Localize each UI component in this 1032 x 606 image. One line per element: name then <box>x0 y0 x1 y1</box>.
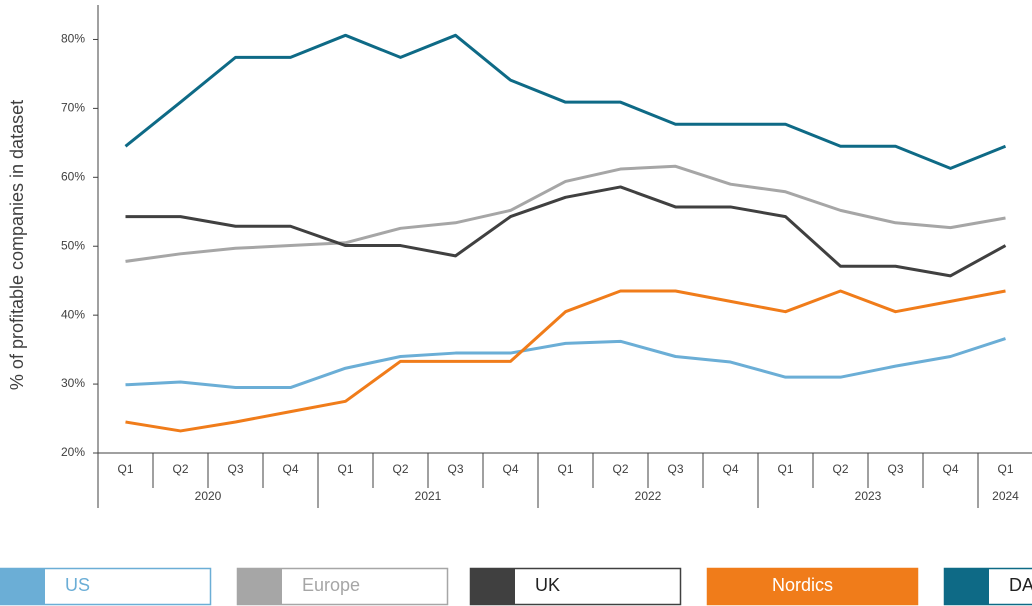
x-tick-label: Q1 <box>997 462 1013 476</box>
legend-swatch <box>944 568 989 605</box>
legend-swatch <box>470 568 515 605</box>
legend-label: DACH <box>1009 575 1032 595</box>
line-series <box>125 164 1006 263</box>
year-label: 2022 <box>635 489 662 503</box>
legend-swatch <box>0 568 45 605</box>
legend-label: US <box>65 575 90 595</box>
x-tick-label: Q3 <box>667 462 683 476</box>
legend-swatch <box>237 568 282 605</box>
year-label: 2023 <box>855 489 882 503</box>
year-label: 2020 <box>195 489 222 503</box>
legend-label: UK <box>535 575 560 595</box>
year-label: 2024 <box>992 489 1019 503</box>
x-tick-label: Q3 <box>227 462 243 476</box>
x-tick-label: Q2 <box>832 462 848 476</box>
y-tick-label: 70% <box>61 101 85 115</box>
x-tick-label: Q1 <box>337 462 353 476</box>
x-tick-label: Q4 <box>722 462 738 476</box>
x-tick-label: Q3 <box>447 462 463 476</box>
x-tick-label: Q3 <box>887 462 903 476</box>
legend-label: Europe <box>302 575 360 595</box>
y-tick-label: 80% <box>61 32 85 46</box>
x-tick-label: Q1 <box>557 462 573 476</box>
legend-label: Nordics <box>772 575 833 595</box>
legend-swatch <box>707 568 752 605</box>
year-label: 2021 <box>415 489 442 503</box>
line-series <box>125 289 1006 433</box>
y-tick-label: 60% <box>61 169 85 183</box>
x-tick-label: Q4 <box>282 462 298 476</box>
line-series <box>125 185 1007 278</box>
x-tick-label: Q1 <box>777 462 793 476</box>
x-tick-label: Q4 <box>942 462 958 476</box>
y-tick-label: 20% <box>61 445 85 459</box>
x-tick-label: Q2 <box>392 462 408 476</box>
line-series <box>125 337 1006 390</box>
x-tick-label: Q2 <box>612 462 628 476</box>
y-axis-label: % of profitable companies in dataset <box>7 100 27 390</box>
y-tick-label: 30% <box>61 376 85 390</box>
y-tick-label: 50% <box>61 238 85 252</box>
x-tick-label: Q2 <box>172 462 188 476</box>
y-tick-label: 40% <box>61 307 85 321</box>
x-tick-label: Q4 <box>502 462 518 476</box>
line-series <box>124 33 1007 170</box>
x-tick-label: Q1 <box>117 462 133 476</box>
